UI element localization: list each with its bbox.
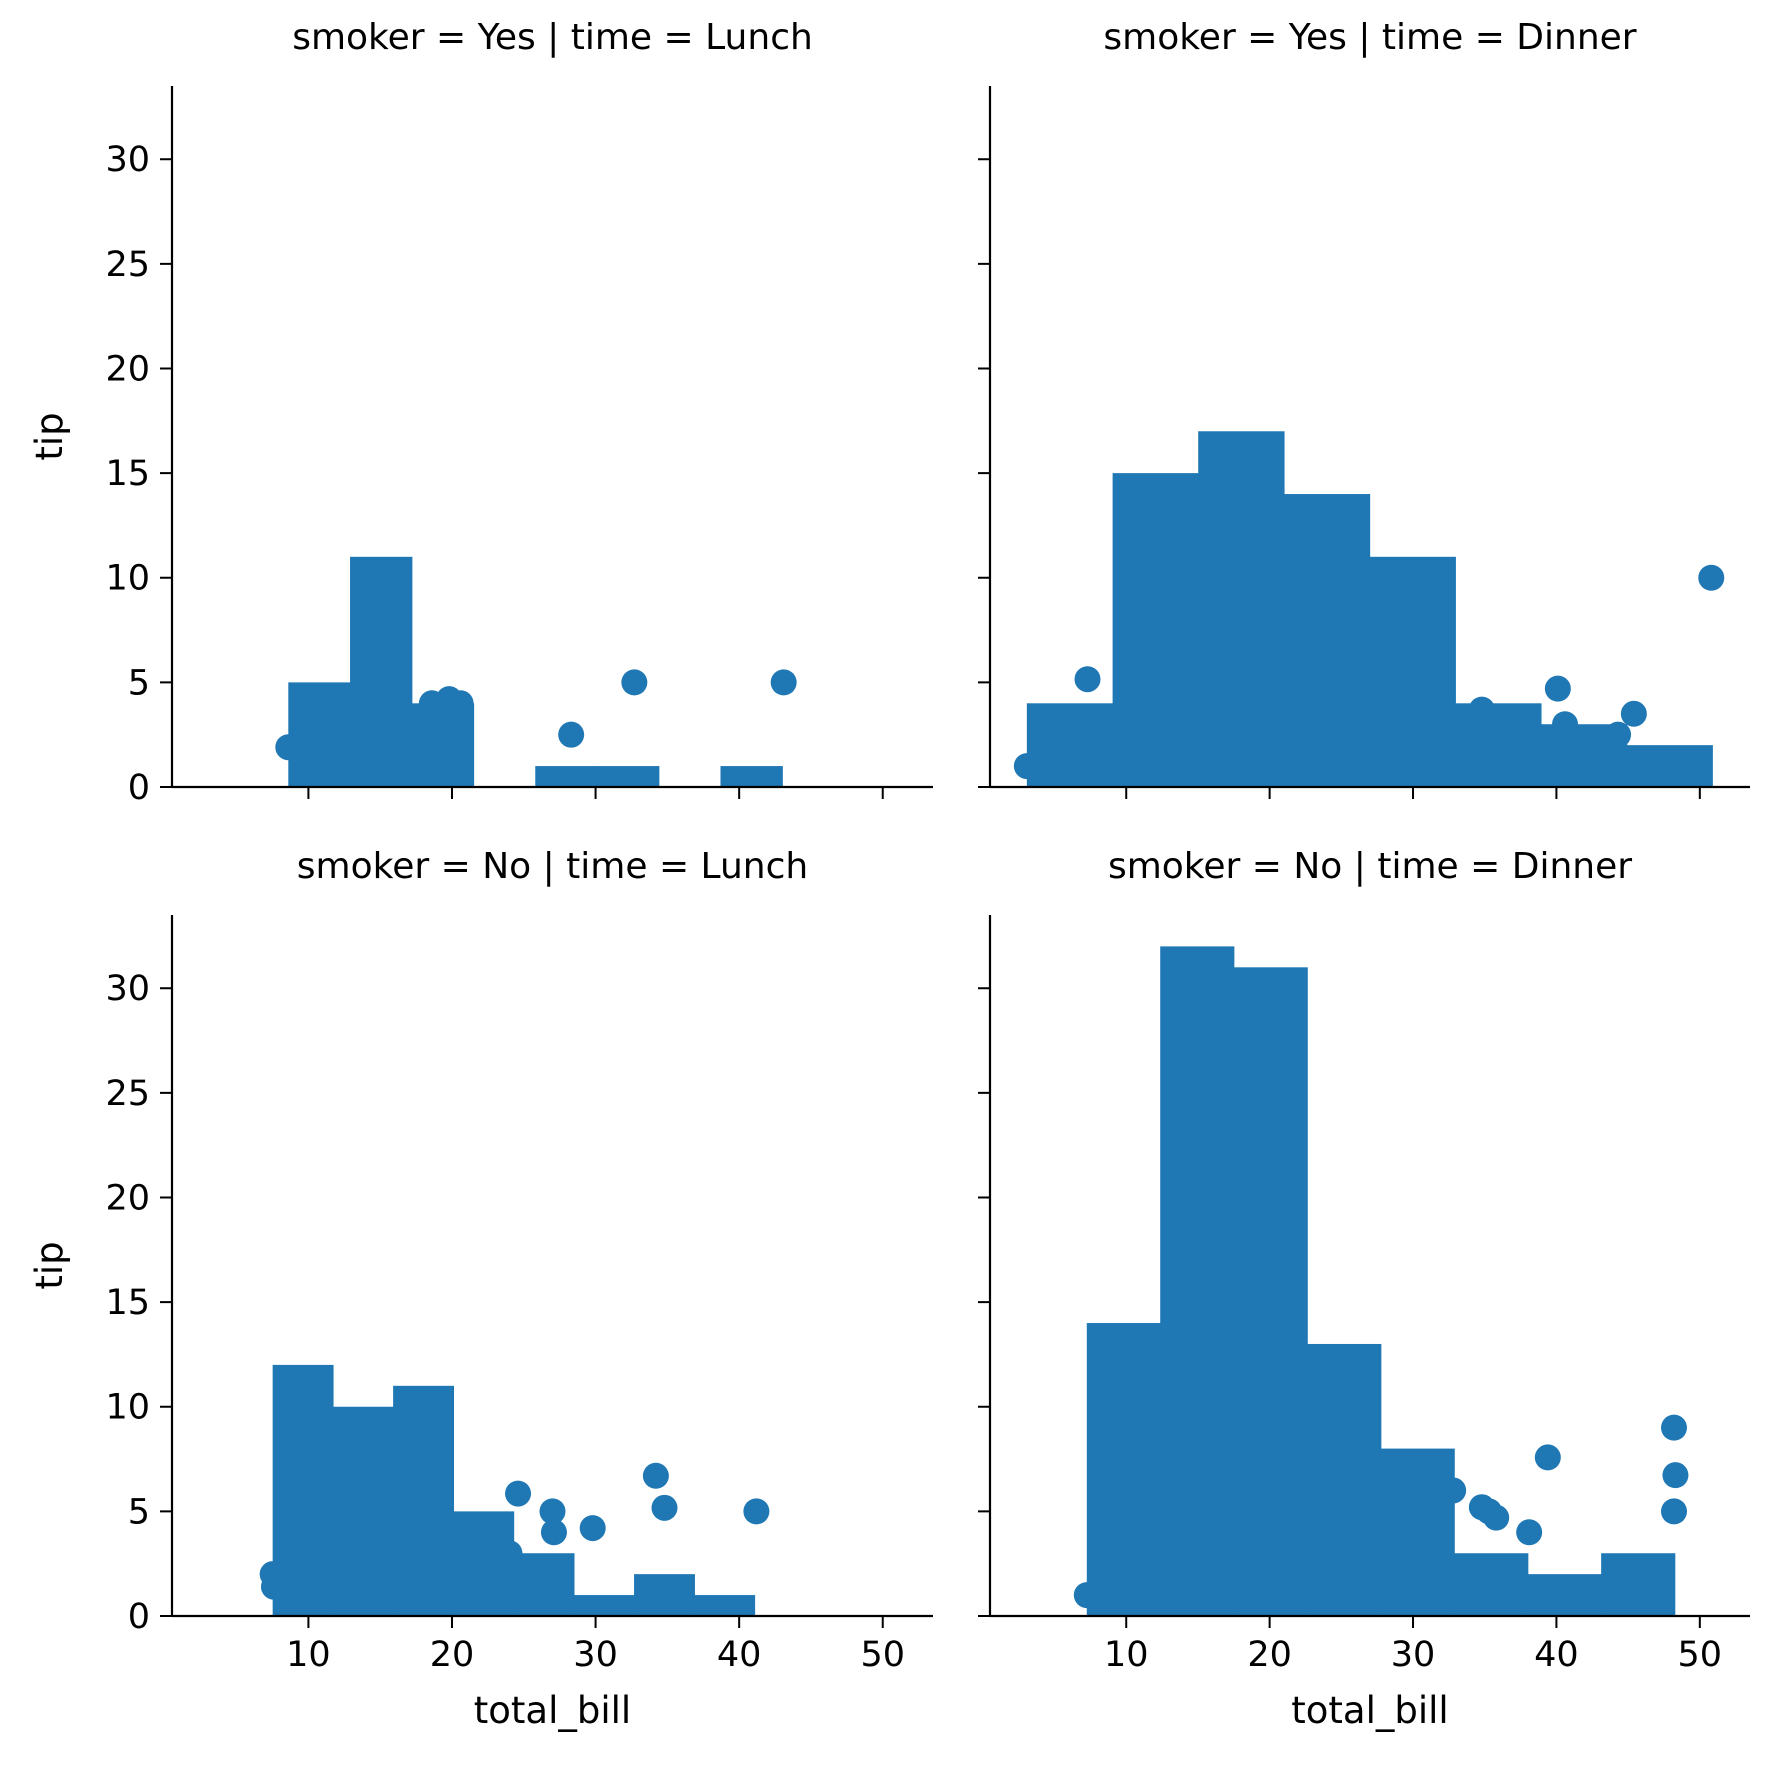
- y-axis-label: tip: [28, 412, 71, 460]
- scatter-point: [1074, 666, 1101, 693]
- facet-panel-1: smoker = Yes | time = Dinner: [978, 17, 1750, 799]
- scatter-point: [1516, 1519, 1543, 1546]
- scatter-point: [1544, 675, 1571, 702]
- y-axis-label: tip: [28, 1241, 71, 1289]
- scatter-point: [355, 711, 382, 738]
- scatter-point: [1440, 1477, 1467, 1504]
- y-tick-label: 25: [105, 245, 150, 285]
- facet-title: smoker = No | time = Dinner: [1108, 846, 1632, 887]
- y-tick-label: 25: [105, 1074, 150, 1114]
- scatter-point: [621, 669, 648, 696]
- scatter-point: [260, 1573, 287, 1600]
- scatter-point: [1013, 753, 1040, 780]
- histogram-bar: [573, 1595, 635, 1616]
- scatter-point: [770, 669, 797, 696]
- scatter-point: [296, 742, 323, 769]
- scatter-point: [540, 1519, 567, 1546]
- histogram-bar: [634, 1574, 695, 1616]
- facet-panel-3: smoker = No | time = Dinner 10 20 30 40 50 tot…: [978, 846, 1750, 1732]
- histogram-bar: [1086, 1323, 1161, 1616]
- scatter-point: [1661, 1498, 1687, 1525]
- histogram-bar: [1601, 1553, 1676, 1616]
- scatter-point: [275, 734, 302, 761]
- histogram-bar: [1527, 1574, 1602, 1616]
- facet-title: smoker = Yes | time = Dinner: [1103, 17, 1636, 58]
- histogram-bar: [513, 1553, 575, 1616]
- scatter-point: [1073, 1582, 1100, 1609]
- histogram-bar: [393, 1385, 455, 1616]
- histogram-bar: [332, 1406, 394, 1616]
- scatter-point: [1620, 700, 1647, 727]
- y-tick-label: 10: [105, 1388, 150, 1428]
- x-tick-label: 30: [1391, 1635, 1436, 1675]
- histogram-bar: [1198, 431, 1285, 787]
- x-tick-label: 20: [1247, 1635, 1292, 1675]
- scatter-point: [539, 1498, 566, 1525]
- histogram-bar: [1369, 556, 1456, 787]
- scatter-point: [558, 721, 585, 748]
- scatter-point: [505, 1480, 532, 1507]
- scatter-point: [316, 732, 343, 759]
- scatter-point: [1698, 564, 1725, 591]
- histogram-bar: [1307, 1343, 1382, 1616]
- histogram-bar: [1380, 1448, 1455, 1616]
- scatter-point: [403, 711, 430, 738]
- x-axis-label: total_bill: [474, 1689, 631, 1732]
- scatter-point: [1483, 1504, 1510, 1531]
- y-tick-label: 5: [128, 1492, 150, 1532]
- facet-panel-0: smoker = Yes | time = Lunch 0 5 10 15 20 25 30 t…: [28, 17, 933, 808]
- histogram-bar: [1233, 967, 1308, 1616]
- x-tick-label: 40: [717, 1635, 762, 1675]
- x-tick-label: 10: [1104, 1635, 1149, 1675]
- x-tick-label: 40: [1534, 1635, 1579, 1675]
- scatter-point: [1552, 711, 1579, 738]
- scatter-point: [1534, 1444, 1561, 1471]
- scatter-point: [496, 1540, 523, 1567]
- y-tick-label: 0: [128, 768, 150, 808]
- facet-panel-2: smoker = No | time = Lunch 0 5 10 15 20 25 30 10…: [28, 846, 933, 1732]
- y-tick-label: 15: [105, 454, 150, 494]
- histogram-bar: [1160, 946, 1235, 1616]
- histogram-bar: [1112, 473, 1199, 787]
- scatter-point: [1513, 711, 1540, 738]
- histogram-bar: [694, 1595, 756, 1616]
- histogram-bar: [1454, 1553, 1529, 1616]
- x-tick-label: 20: [430, 1635, 475, 1675]
- y-tick-label: 15: [105, 1283, 150, 1323]
- scatter-point: [447, 690, 474, 717]
- scatter-point: [1605, 721, 1632, 748]
- histogram-bar: [720, 766, 783, 787]
- histogram-bar: [535, 766, 598, 787]
- scatter-point: [743, 1498, 770, 1525]
- x-tick-label: 10: [286, 1635, 331, 1675]
- facet-title: smoker = No | time = Lunch: [297, 846, 808, 887]
- y-tick-label: 5: [128, 663, 150, 703]
- facet-title: smoker = Yes | time = Lunch: [292, 17, 813, 58]
- x-tick-label: 30: [573, 1635, 618, 1675]
- histogram-bar: [350, 556, 413, 787]
- y-tick-label: 20: [105, 1178, 150, 1218]
- histogram-bar: [1026, 703, 1114, 787]
- x-axis-label: total_bill: [1291, 1689, 1448, 1732]
- x-tick-label: 50: [1678, 1635, 1723, 1675]
- scatter-point: [1661, 1414, 1687, 1441]
- y-tick-label: 30: [105, 140, 150, 180]
- y-tick-label: 20: [105, 349, 150, 389]
- scatter-point: [1662, 1462, 1689, 1489]
- y-tick-label: 10: [105, 559, 150, 599]
- histogram-bar: [1626, 745, 1713, 787]
- scatter-point: [651, 1494, 678, 1521]
- scatter-point: [1468, 696, 1495, 723]
- scatter-point: [1113, 690, 1140, 717]
- y-tick-label: 0: [128, 1597, 150, 1637]
- scatter-point: [579, 1515, 606, 1542]
- y-tick-label: 30: [105, 969, 150, 1009]
- histogram-bar: [1283, 494, 1371, 787]
- x-tick-label: 50: [860, 1635, 905, 1675]
- histogram-bar: [597, 766, 660, 787]
- scatter-point: [642, 1462, 669, 1489]
